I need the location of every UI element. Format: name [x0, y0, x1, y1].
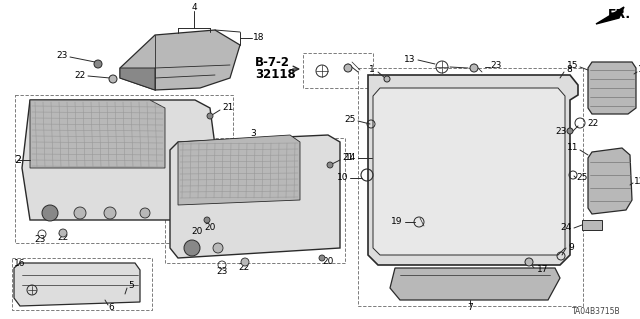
Text: 23: 23	[56, 50, 68, 60]
Circle shape	[470, 64, 478, 72]
Polygon shape	[14, 263, 140, 306]
Polygon shape	[120, 68, 155, 90]
Text: 3: 3	[250, 129, 256, 137]
Circle shape	[109, 75, 117, 83]
Text: 22: 22	[75, 70, 86, 79]
Circle shape	[140, 208, 150, 218]
Circle shape	[184, 240, 200, 256]
Polygon shape	[588, 62, 636, 114]
Text: 19: 19	[390, 218, 402, 226]
Text: 2: 2	[14, 155, 21, 165]
Circle shape	[207, 113, 213, 119]
Text: 21: 21	[342, 153, 353, 162]
Bar	[12, 258, 152, 310]
Text: 23: 23	[556, 127, 567, 136]
Bar	[15, 95, 233, 243]
Text: 18: 18	[638, 65, 640, 75]
Circle shape	[525, 258, 533, 266]
Text: 6: 6	[108, 302, 114, 311]
Text: 7: 7	[467, 303, 473, 313]
Text: 16: 16	[14, 259, 26, 269]
Circle shape	[94, 60, 102, 68]
Text: 22: 22	[587, 120, 598, 129]
Circle shape	[241, 258, 249, 266]
Circle shape	[344, 64, 352, 72]
Circle shape	[213, 243, 223, 253]
Polygon shape	[368, 75, 578, 265]
Polygon shape	[170, 135, 340, 258]
Text: 22: 22	[238, 263, 250, 271]
Text: 20: 20	[204, 224, 216, 233]
Text: 23: 23	[490, 62, 501, 70]
Circle shape	[384, 76, 390, 82]
Circle shape	[42, 205, 58, 221]
Text: 1: 1	[369, 65, 375, 75]
Text: 32118: 32118	[255, 69, 296, 81]
Text: B-7-2: B-7-2	[255, 56, 290, 70]
Text: 20: 20	[191, 227, 203, 236]
Text: 4: 4	[191, 4, 197, 12]
Text: 23: 23	[35, 235, 45, 244]
Circle shape	[74, 207, 86, 219]
Text: FR.: FR.	[608, 8, 631, 20]
Text: 25: 25	[576, 174, 588, 182]
Bar	[358, 68, 583, 306]
Bar	[30, 170, 205, 212]
Text: 15: 15	[566, 61, 578, 70]
Text: 24: 24	[561, 224, 572, 233]
Text: TA04B3715B: TA04B3715B	[572, 308, 621, 316]
Circle shape	[59, 229, 67, 237]
Circle shape	[327, 162, 333, 168]
Circle shape	[319, 255, 325, 261]
Polygon shape	[178, 135, 300, 205]
Text: 9: 9	[568, 243, 573, 253]
Text: 21: 21	[222, 103, 234, 113]
Polygon shape	[596, 7, 624, 24]
Polygon shape	[120, 30, 240, 90]
Bar	[373, 148, 391, 170]
Text: 22: 22	[58, 234, 68, 242]
Circle shape	[567, 128, 573, 134]
Text: 5: 5	[128, 280, 134, 290]
Polygon shape	[588, 148, 632, 214]
Text: 8: 8	[566, 65, 572, 75]
Text: 17: 17	[537, 265, 548, 275]
Polygon shape	[373, 88, 565, 255]
Circle shape	[104, 207, 116, 219]
Text: 20: 20	[323, 257, 333, 266]
Text: 18: 18	[253, 33, 264, 42]
Bar	[165, 138, 345, 263]
Bar	[303, 53, 373, 88]
Text: 25: 25	[344, 115, 356, 124]
Polygon shape	[390, 268, 560, 300]
Bar	[178, 208, 333, 246]
Text: 13: 13	[404, 56, 416, 64]
Text: 11: 11	[566, 144, 578, 152]
Circle shape	[204, 217, 210, 223]
Text: 12: 12	[634, 177, 640, 187]
Text: 10: 10	[337, 174, 348, 182]
Text: 23: 23	[216, 266, 228, 276]
Polygon shape	[22, 100, 218, 220]
Bar	[582, 220, 602, 230]
Polygon shape	[30, 100, 165, 168]
Text: 14: 14	[344, 153, 356, 162]
